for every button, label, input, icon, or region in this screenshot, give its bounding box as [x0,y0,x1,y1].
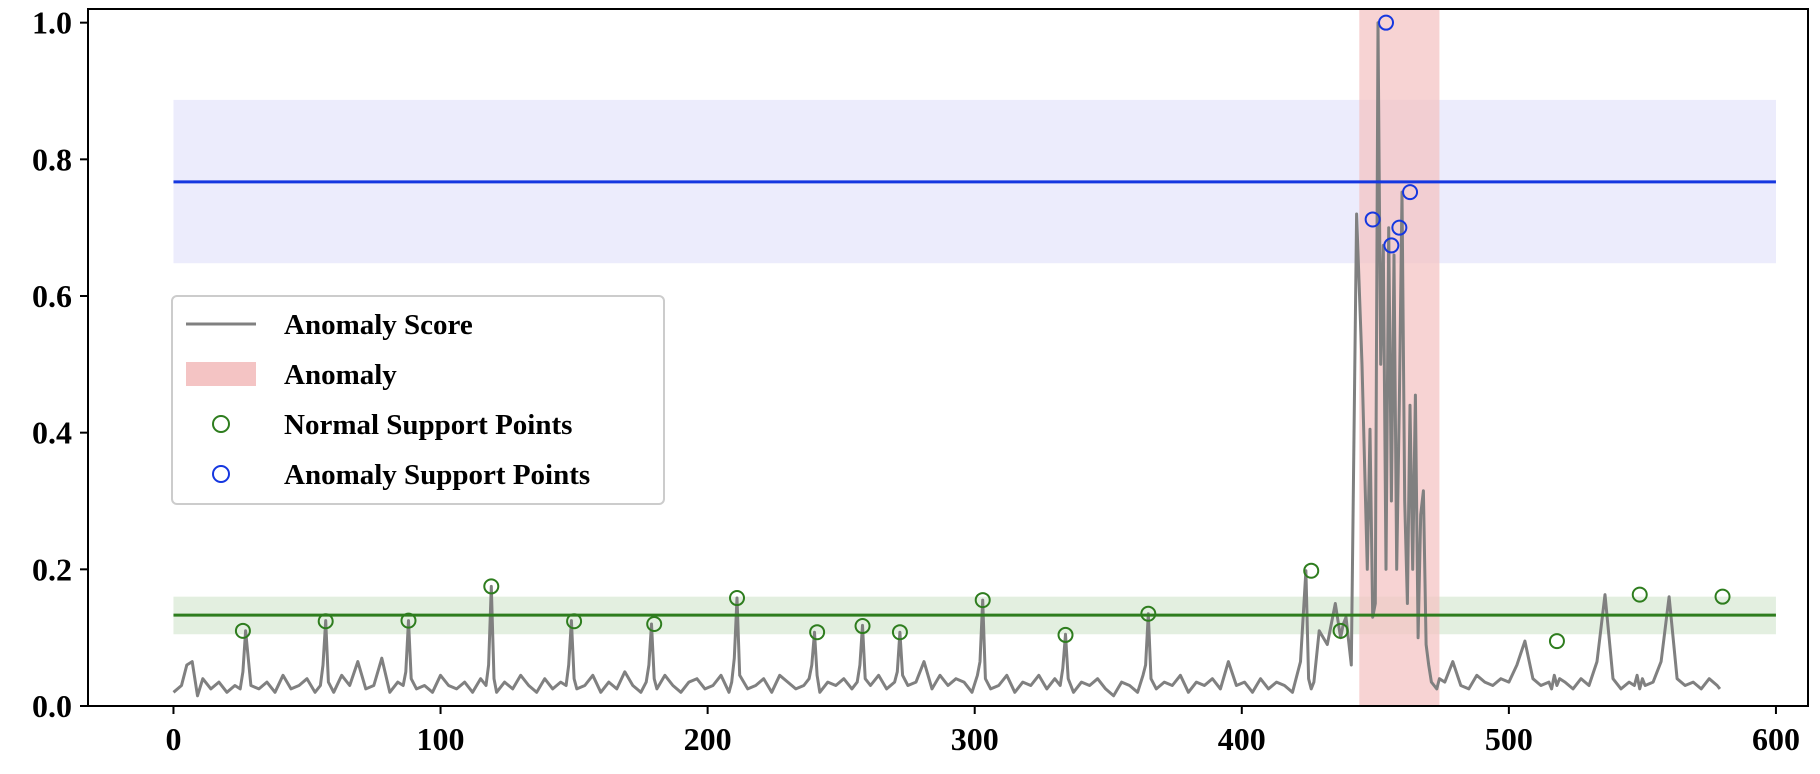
legend-label: Anomaly [284,359,397,391]
support-points-layer [234,14,1731,650]
reference-lines-layer [173,180,1776,617]
x-tick-label: 500 [1485,721,1533,757]
x-tick-label: 300 [951,721,999,757]
y-tick-label: 0.4 [32,415,72,451]
normal-support-point [1332,622,1349,639]
legend-patch-swatch [186,362,256,386]
axis-ticks-layer: 0 100 200 300 400 500 600 0.0 0.2 0.4 0.6 0.8 1.0 [32,5,1800,757]
anomaly-support-point [1402,184,1419,201]
normal-support-point [854,618,871,635]
normal-support-point [1548,633,1565,650]
normal-support-point [1714,588,1731,605]
legend-label: Anomaly Score [284,309,473,341]
legend-marker-swatch [212,415,230,433]
legend-label: Anomaly Support Points [284,459,590,491]
x-tick-label: 0 [165,721,181,757]
x-tick-label: 600 [1752,721,1800,757]
normal-support-point [400,612,417,629]
normal-support-point [891,624,908,641]
anomaly-score-line [172,21,1722,698]
normal-support-point [483,578,500,595]
normal-support-point [1057,626,1074,643]
x-tick-label: 400 [1218,721,1266,757]
anomaly-support-point [1383,237,1400,254]
normal-support-point [1631,586,1648,603]
score-layer [172,21,1722,698]
anomaly-support-point [1391,219,1408,236]
y-tick-label: 0.2 [32,551,72,587]
legend: Anomaly Score Anomaly Normal Support Point… [171,295,665,505]
normal-support-point [646,616,663,632]
anomaly-support-point [1364,211,1381,228]
legend-label: Normal Support Points [284,409,572,441]
x-tick-label: 100 [417,721,465,757]
y-tick-label: 0.0 [32,688,72,724]
normal-support-point [317,613,334,630]
legend-marker-swatch [212,465,230,483]
normal-support-point [729,590,746,607]
normal-support-point [809,624,826,641]
normal-support-point [1303,562,1320,579]
normal-support-point [1140,605,1157,622]
normal-support-point [566,613,583,630]
x-tick-label: 200 [684,721,732,757]
normal-support-point [974,592,991,609]
y-tick-label: 1.0 [32,5,72,41]
anomaly-support-point [1378,14,1395,31]
normal-support-point [234,622,251,639]
y-tick-label: 0.8 [32,141,72,177]
plot-frame [87,8,1809,707]
y-tick-label: 0.6 [32,278,72,314]
legend-box [171,295,665,505]
